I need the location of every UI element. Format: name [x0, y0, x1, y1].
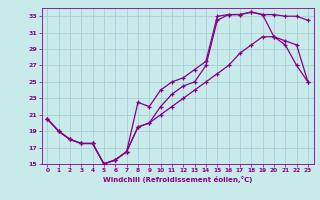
- X-axis label: Windchill (Refroidissement éolien,°C): Windchill (Refroidissement éolien,°C): [103, 176, 252, 183]
